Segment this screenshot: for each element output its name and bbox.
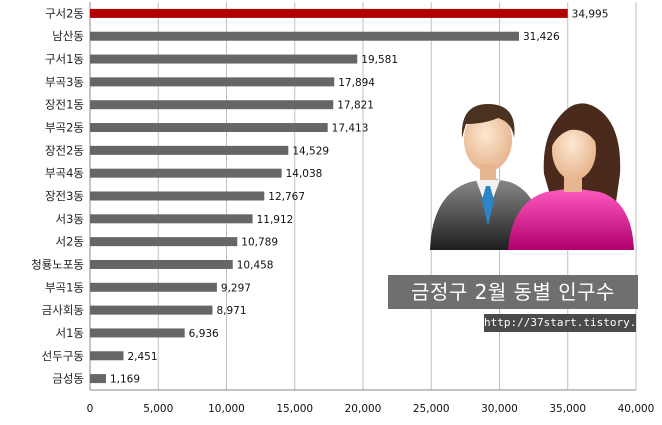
- x-tick-label: 5,000: [143, 403, 173, 415]
- x-tick-label: 40,000: [618, 403, 655, 415]
- category-label: 부곡3동: [45, 75, 84, 89]
- category-label: 선두구동: [42, 349, 84, 363]
- x-tick-label: 10,000: [208, 403, 245, 415]
- bar: [90, 168, 282, 178]
- people-icon: [430, 103, 634, 250]
- category-label: 장전3동: [45, 189, 84, 203]
- category-label: 남산동: [52, 29, 84, 43]
- bar: [90, 145, 289, 155]
- value-label: 14,038: [286, 168, 323, 180]
- value-label: 2,451: [127, 351, 157, 363]
- bar: [90, 77, 335, 87]
- bar: [90, 374, 106, 384]
- x-tick-label: 30,000: [481, 403, 518, 415]
- category-label: 청룡노포동: [31, 257, 84, 271]
- category-label: 부곡2동: [45, 121, 84, 135]
- category-label: 서2동: [56, 235, 84, 249]
- source-url: http://37start.tistory.com: [484, 314, 656, 332]
- value-label: 10,458: [237, 259, 274, 271]
- value-label: 17,821: [337, 100, 374, 112]
- bar: [90, 31, 519, 41]
- value-label: 19,581: [361, 54, 398, 66]
- value-label: 31,426: [523, 31, 560, 43]
- value-label: 34,995: [572, 8, 609, 20]
- value-label: 8,971: [216, 305, 246, 317]
- category-label: 장전1동: [45, 98, 84, 112]
- bar: [90, 191, 265, 201]
- x-tick-label: 25,000: [413, 403, 450, 415]
- x-tick-label: 35,000: [549, 403, 586, 415]
- category-label: 금사회동: [42, 303, 84, 317]
- value-label: 17,894: [338, 77, 375, 89]
- bar: [90, 351, 124, 361]
- bar: [90, 259, 233, 269]
- x-tick-label: 20,000: [345, 403, 382, 415]
- value-label: 10,789: [241, 237, 278, 249]
- category-label: 장전2동: [45, 143, 84, 157]
- x-tick-label: 0: [87, 403, 94, 415]
- category-label: 금성동: [52, 372, 84, 386]
- value-label: 6,936: [189, 328, 219, 340]
- bar: [90, 100, 334, 110]
- bar: [90, 8, 568, 18]
- bar: [90, 305, 213, 315]
- category-label: 서3동: [56, 212, 84, 226]
- value-label: 11,912: [257, 214, 294, 226]
- bar: [90, 214, 253, 224]
- category-label: 부곡1동: [45, 280, 84, 294]
- category-label: 부곡4동: [45, 166, 84, 180]
- bar: [90, 123, 328, 133]
- bar: [90, 54, 358, 64]
- bar: [90, 282, 217, 292]
- bar: [90, 237, 238, 247]
- value-label: 12,767: [268, 191, 305, 203]
- category-label: 구서2동: [45, 6, 84, 20]
- category-label: 구서1동: [45, 52, 84, 66]
- overlay-title: 금정구 2월 동별 인구수: [388, 275, 638, 309]
- x-tick-label: 15,000: [276, 403, 313, 415]
- category-label: 서1동: [56, 326, 84, 340]
- bar: [90, 328, 185, 338]
- value-label: 1,169: [110, 374, 140, 386]
- value-label: 9,297: [221, 282, 251, 294]
- value-label: 14,529: [292, 145, 329, 157]
- value-label: 17,413: [332, 123, 369, 135]
